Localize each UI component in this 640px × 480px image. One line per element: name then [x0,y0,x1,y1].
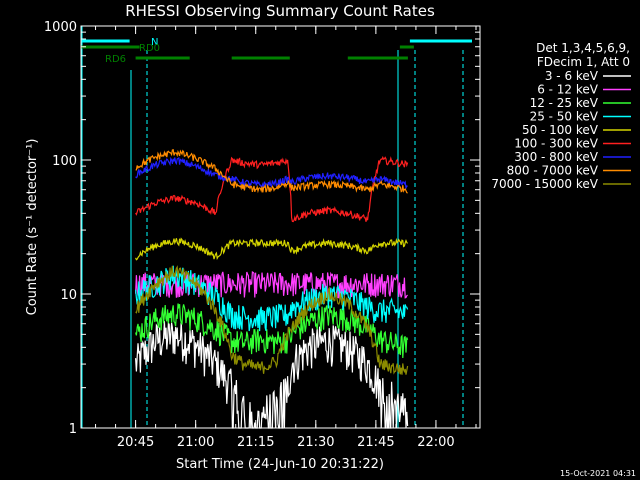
x-tick-label: 21:00 [177,435,214,450]
legend-entry-label: 50 - 100 keV [522,123,599,137]
x-tick-label: 21:45 [357,435,394,450]
footer-date: 15-Oct-2021 04:31 [560,469,636,478]
legend-entry-label: 7000 - 15000 keV [491,177,598,191]
series-line [135,237,409,261]
x-tick-label: 20:45 [117,435,154,450]
y-axis-label: Count Rate (s⁻¹ detector⁻¹) [25,139,40,316]
y-tick-label: 1 [69,422,77,437]
legend-entry-label: 800 - 7000 keV [507,164,599,178]
legend-entry-label: 100 - 300 keV [514,137,598,151]
series-line [135,156,408,190]
observing-boundaries [81,26,464,428]
chart-title: RHESSI Observing Summary Count Rates [125,2,435,20]
x-tick-label: 21:15 [237,435,274,450]
flag-label: RD6 [105,54,126,65]
flag-label: RD0 [139,43,160,54]
legend-header: Det 1,3,4,5,6,9, [536,41,630,55]
legend-entry-label: 300 - 800 keV [514,150,598,164]
plot-frame [80,25,481,429]
y-tick-label: 10 [60,288,77,303]
legend-header: FDecim 1, Att 0 [537,55,630,69]
axis-ticks: 20:45 21:00 21:15 21:30 21:45 22:00 1 10 100 1000 [44,20,480,450]
x-tick-label: 22:00 [417,435,454,450]
legend: Det 1,3,4,5,6,9,FDecim 1, Att 03 - 6 keV… [491,41,631,191]
flag-label: N [151,37,158,48]
x-tick-label: 21:30 [297,435,334,450]
y-tick-label: 100 [52,154,77,169]
series-line [135,155,409,223]
series-line [135,303,409,359]
legend-entry-label: 25 - 50 keV [530,110,599,124]
series-line [135,149,408,194]
series-layer [135,149,409,429]
y-tick-label: 1000 [44,20,77,35]
legend-entry-label: 3 - 6 keV [545,69,599,83]
legend-entry-label: 12 - 25 keV [530,96,599,110]
legend-entry-label: 6 - 12 keV [537,83,599,97]
series-line [135,270,408,299]
x-axis-label: Start Time (24-Jun-10 20:31:22) [176,457,384,472]
series-line [135,265,409,375]
series-line [135,265,409,332]
